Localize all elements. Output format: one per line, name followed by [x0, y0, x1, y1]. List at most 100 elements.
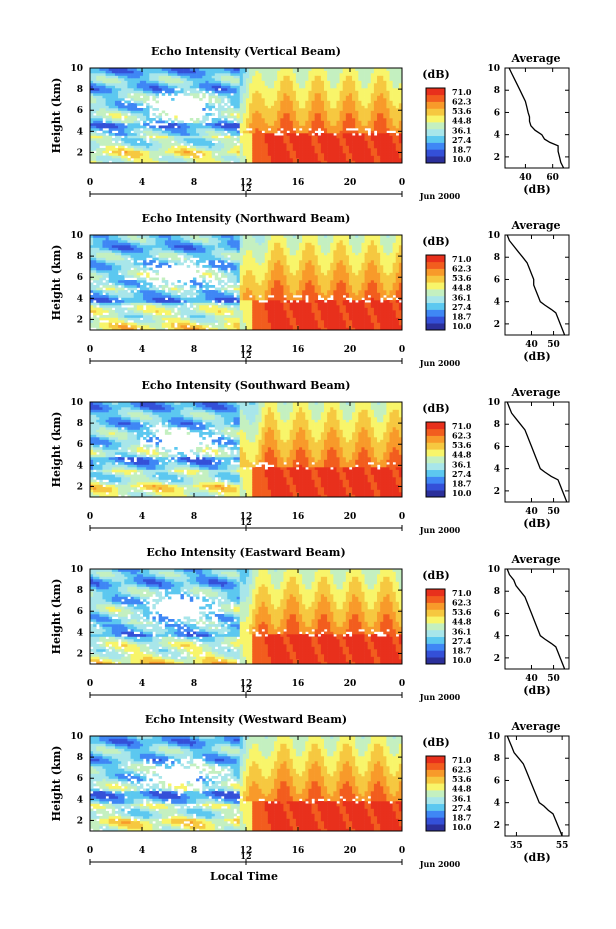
heatmap-cell — [96, 272, 100, 276]
heatmap-cell — [361, 120, 365, 124]
heatmap-cell — [389, 95, 393, 99]
heatmap-cell — [258, 105, 262, 109]
heatmap-cell — [136, 85, 141, 89]
heatmap-cell — [205, 153, 209, 156]
heatmap-cell — [171, 85, 175, 89]
heatmap-cell — [398, 78, 403, 81]
heatmap-cell — [180, 327, 184, 331]
heatmap-cell — [143, 140, 147, 144]
heatmap-cell — [333, 68, 337, 71]
heatmap-cell — [152, 148, 156, 151]
heatmap-cell — [370, 100, 375, 104]
heatmap-cell — [168, 88, 172, 91]
heatmap-cell — [171, 68, 175, 71]
heatmap-cell — [121, 128, 125, 131]
heatmap-cell — [252, 105, 256, 109]
heatmap-cell — [186, 153, 191, 156]
heatmap-cell — [102, 108, 106, 111]
heatmap-cell — [392, 155, 397, 159]
heatmap-cell — [370, 98, 375, 101]
heatmap-cell — [139, 148, 144, 151]
heatmap-cell — [227, 252, 231, 256]
heatmap-cell — [258, 68, 262, 71]
heatmap-cell — [155, 252, 159, 256]
heatmap-cell — [143, 70, 147, 74]
heatmap-cell — [392, 138, 397, 141]
heatmap-cell — [361, 88, 365, 91]
heatmap-cell — [102, 247, 106, 251]
heatmap-cell — [96, 320, 100, 323]
heatmap-cell — [305, 135, 309, 139]
heatmap-cell — [196, 150, 200, 154]
heatmap-cell — [342, 118, 347, 121]
heatmap-cell — [327, 88, 331, 91]
heatmap-cell — [139, 250, 144, 253]
heatmap-cell — [261, 93, 266, 96]
heatmap-cell — [146, 103, 150, 106]
heatmap-cell — [221, 255, 225, 258]
heatmap-cell — [336, 110, 340, 114]
heatmap-cell — [205, 255, 209, 258]
heatmap-cell — [227, 73, 231, 76]
heatmap-cell — [370, 125, 375, 129]
heatmap-cell — [289, 133, 294, 136]
heatmap-cell — [124, 100, 128, 104]
heatmap-cell — [320, 88, 325, 91]
heatmap-cell — [277, 68, 281, 71]
heatmap-cell — [221, 275, 225, 278]
heatmap-cell — [143, 143, 147, 146]
heatmap-cell — [364, 123, 368, 126]
heatmap-cell — [90, 128, 94, 131]
heatmap-cell — [196, 80, 200, 84]
heatmap-cell — [339, 90, 344, 94]
heatmap-cell — [108, 73, 113, 76]
heatmap-cell — [192, 307, 197, 311]
heatmap-cell — [246, 90, 250, 94]
heatmap-cell — [186, 312, 191, 316]
heatmap-cell — [192, 252, 197, 256]
heatmap-cell — [348, 95, 353, 99]
heatmap-cell — [398, 153, 403, 156]
heatmap-cell — [364, 135, 368, 139]
heatmap-cell — [168, 237, 172, 241]
heatmap-cell — [149, 138, 153, 141]
heatmap-cell — [242, 73, 247, 76]
heatmap-cell — [224, 295, 228, 298]
heatmap-cell — [333, 123, 337, 126]
heatmap-cell — [246, 103, 250, 106]
heatmap-cell — [118, 88, 122, 91]
heatmap-cell — [395, 95, 400, 99]
heatmap-cell — [189, 235, 194, 238]
heatmap-cell — [320, 155, 325, 159]
heatmap-cell — [114, 73, 119, 76]
heatmap-cell — [211, 90, 216, 94]
heatmap-cell — [345, 150, 350, 154]
heatmap-cell — [286, 68, 290, 71]
heatmap-cell — [90, 93, 94, 96]
heatmap-cell — [355, 88, 359, 91]
heatmap-cell — [90, 115, 94, 119]
heatmap-cell — [330, 153, 334, 156]
heatmap-cell — [205, 118, 209, 121]
heatmap-cell — [320, 95, 325, 99]
heatmap-cell — [121, 85, 125, 89]
heatmap-cell — [327, 140, 331, 144]
heatmap-cell — [99, 75, 103, 79]
heatmap-cell — [336, 143, 340, 146]
colorbar-band — [426, 135, 445, 143]
heatmap-cell — [208, 75, 212, 79]
heatmap-cell — [386, 115, 390, 119]
heatmap-cell — [214, 155, 219, 159]
heatmap-cell — [118, 135, 122, 139]
heatmap-cell — [192, 302, 197, 306]
heatmap-cell — [208, 125, 212, 129]
heatmap-cell — [299, 125, 303, 129]
heatmap-cell — [114, 105, 119, 109]
heatmap-cell — [90, 80, 94, 84]
heatmap-cell — [121, 245, 125, 248]
heatmap-cell — [224, 320, 228, 323]
heatmap-cell — [308, 138, 312, 141]
heatmap-cell — [230, 73, 234, 76]
heatmap-cell — [114, 280, 119, 283]
heatmap-cell — [143, 317, 147, 321]
